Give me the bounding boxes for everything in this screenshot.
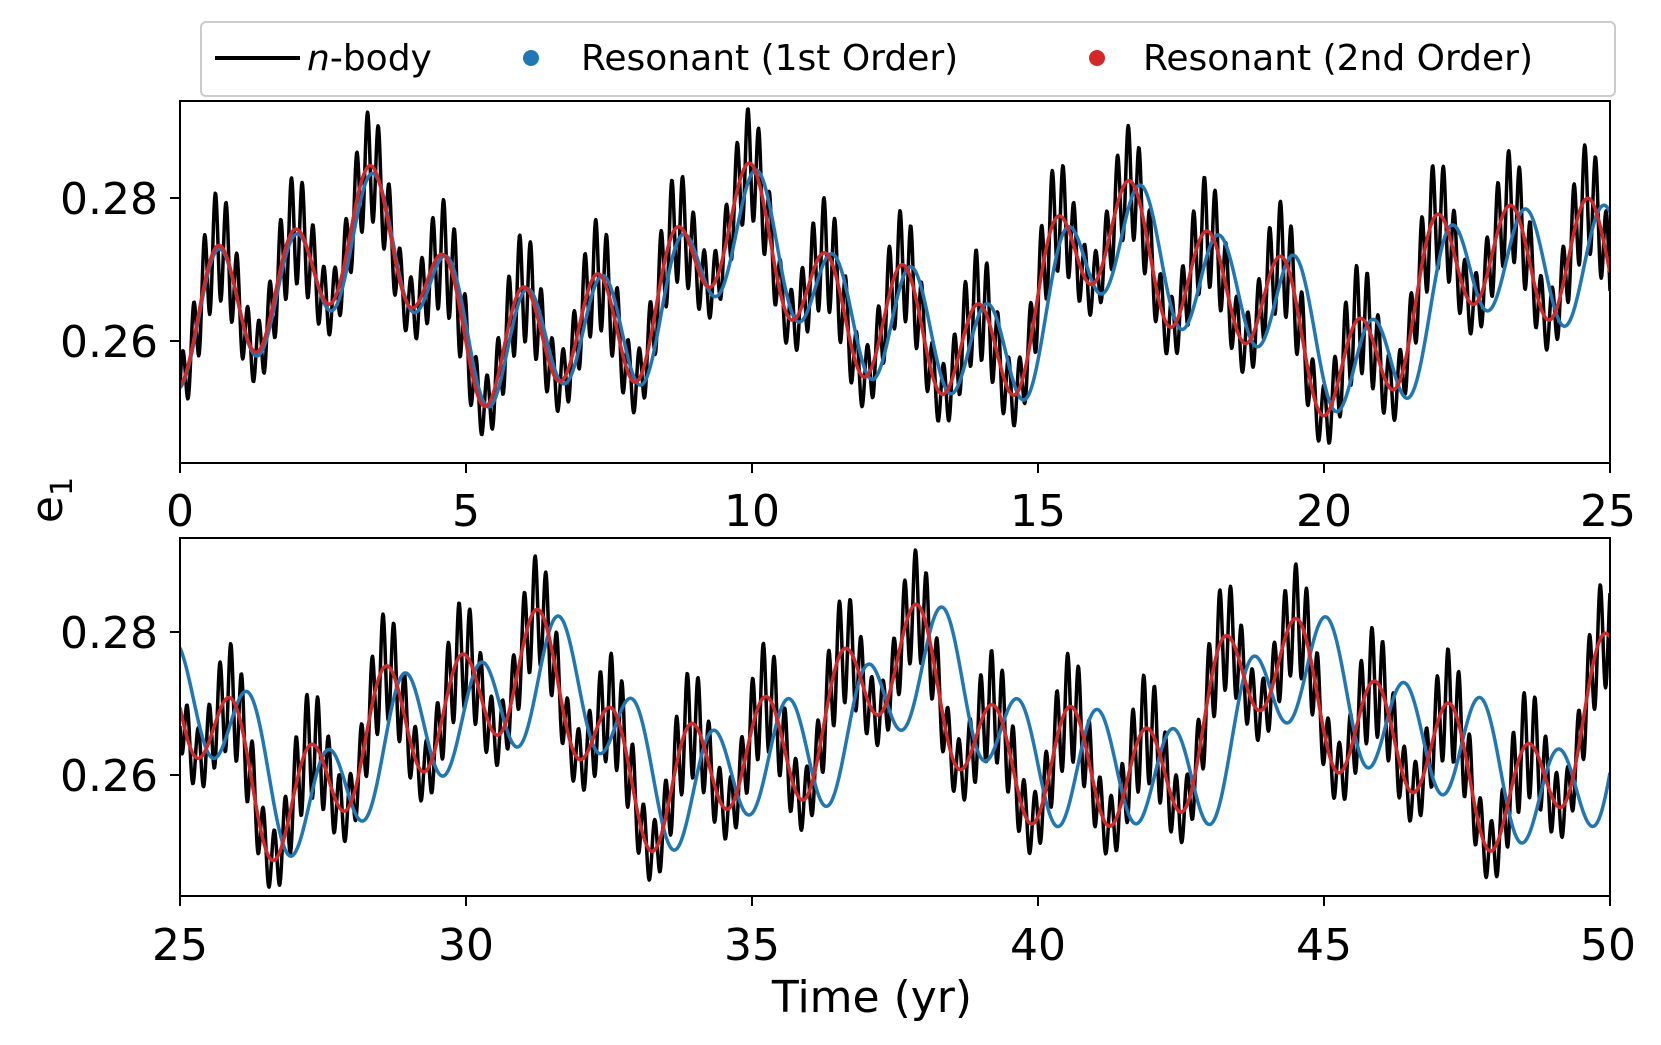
legend: n-body Resonant (1st Order) Resonant (2n… <box>200 21 1616 97</box>
top-first-order-line <box>180 168 1610 414</box>
top-xtick-label: 5 <box>452 486 480 537</box>
bottom-second-order-line <box>180 602 1610 863</box>
bottom-xtick-label: 35 <box>724 920 780 971</box>
bottom-first-order-line <box>180 605 1610 858</box>
legend-first-order-dot <box>523 50 539 66</box>
legend-first-order-label: Resonant (1st Order) <box>581 38 958 79</box>
top-xtick-label: 15 <box>1010 486 1066 537</box>
top-second-order-line <box>180 161 1610 418</box>
legend-second-order-label: Resonant (2nd Order) <box>1143 38 1533 79</box>
bottom-xtick-label: 40 <box>1010 920 1066 971</box>
xlabel: Time (yr) <box>771 972 972 1023</box>
top-nbody-line <box>180 107 1610 445</box>
bottom-nbody-line <box>180 548 1610 889</box>
bottom-xtick-label: 50 <box>1580 920 1636 971</box>
ylabel-subscript: 1 <box>45 477 80 496</box>
bottom-ytick-label: 0.26 <box>60 751 158 802</box>
legend-frame <box>200 21 1616 97</box>
top-ytick-label: 0.26 <box>60 317 158 368</box>
bottom-ytick-label: 0.28 <box>60 608 158 659</box>
top-xtick-label: 20 <box>1296 486 1352 537</box>
top-ytick-label: 0.28 <box>60 174 158 225</box>
legend-nbody-text: -body <box>330 38 432 79</box>
ylabel-main: e <box>22 496 73 523</box>
top-panel: 0 5 10 15 20 25 0.28 0.26 e1 <box>22 100 1636 537</box>
top-xtick-label: 10 <box>724 486 780 537</box>
bottom-panel: 25 30 35 40 45 50 0.28 0.26 Time (yr) <box>60 537 1636 1023</box>
bottom-xtick-label: 30 <box>438 920 494 971</box>
top-axes-frame <box>179 100 1611 464</box>
ylabel: e1 <box>22 477 80 523</box>
bottom-axes-frame <box>179 537 1611 897</box>
legend-nbody-italic: n <box>307 38 330 79</box>
legend-second-order-dot <box>1089 50 1105 66</box>
top-xtick-label: 0 <box>166 486 194 537</box>
bottom-xtick-label: 45 <box>1296 920 1352 971</box>
top-xtick-label: 25 <box>1580 486 1636 537</box>
bottom-xtick-label: 25 <box>152 920 208 971</box>
legend-nbody-label: n-body <box>307 38 432 79</box>
